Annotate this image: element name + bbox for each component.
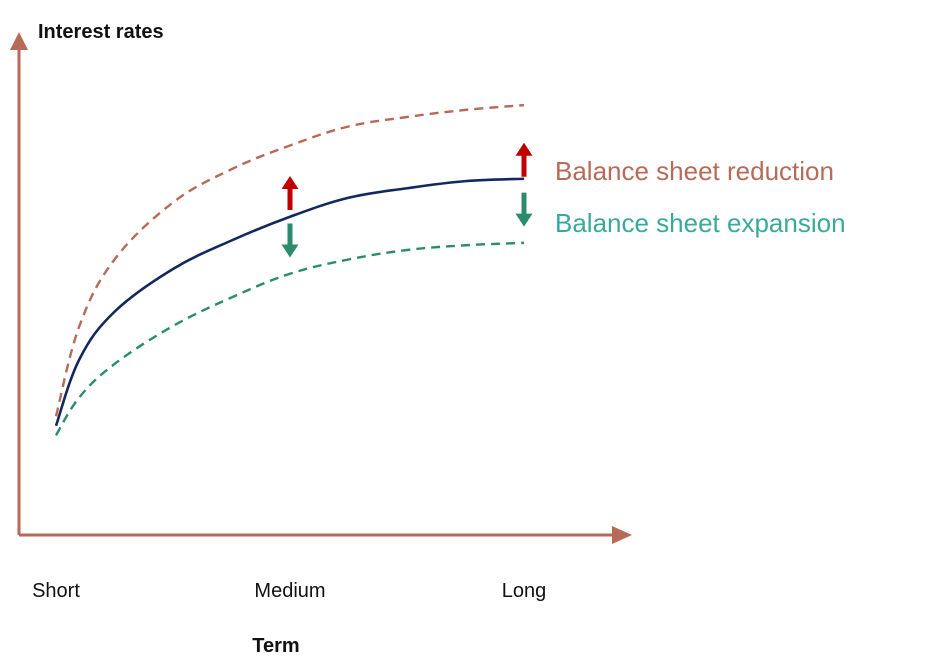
series-baseline — [54, 177, 525, 427]
arrow-up-icon-1 — [515, 142, 533, 177]
y-axis-label: Interest rates — [38, 21, 164, 43]
arrow-down-icon-3 — [515, 192, 533, 227]
x-axis-label: Term — [252, 635, 299, 657]
x-tick-label-long: Long — [502, 580, 547, 602]
series-balance-sheet-expansion — [54, 241, 525, 436]
x-tick-label-short: Short — [32, 580, 80, 602]
legend-label-balance-sheet-expansion: Balance sheet expansion — [555, 208, 846, 238]
series-layer — [54, 103, 525, 436]
series-balance-sheet-reduction — [54, 103, 525, 417]
arrow-down-icon-2 — [281, 223, 299, 258]
annotation-layer — [281, 142, 533, 258]
legend-label-balance-sheet-reduction: Balance sheet reduction — [555, 156, 834, 186]
x-axis-arrowhead — [612, 526, 632, 544]
label-layer: Interest rates Short Medium Long Term Balance… — [32, 21, 845, 657]
axes — [10, 32, 632, 544]
arrow-up-icon-0 — [281, 176, 299, 210]
x-tick-label-medium: Medium — [254, 580, 325, 602]
y-axis-arrowhead — [10, 32, 28, 50]
